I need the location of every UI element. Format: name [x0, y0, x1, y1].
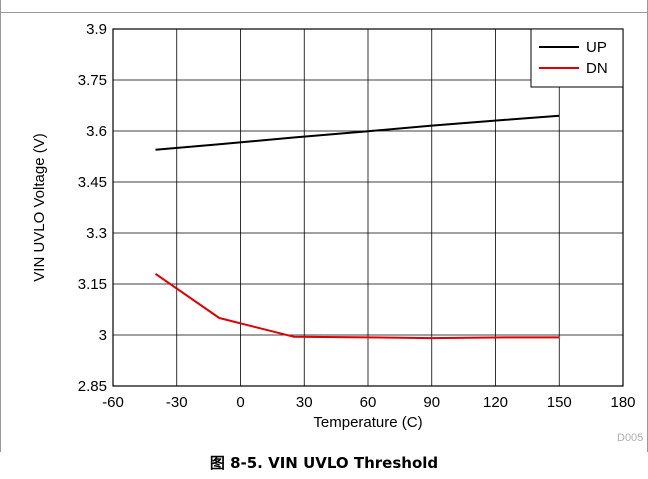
- legend-label-up: UP: [586, 39, 607, 56]
- x-tick-label: 60: [360, 394, 377, 411]
- x-tick-label: 150: [547, 394, 572, 411]
- y-tick-label: 3.3: [86, 225, 107, 242]
- x-tick-label: 120: [483, 394, 508, 411]
- y-tick-label: 2.85: [78, 378, 107, 395]
- x-tick-label: -30: [166, 394, 188, 411]
- x-tick-label: 0: [236, 394, 244, 411]
- x-tick-label: 90: [423, 394, 440, 411]
- series-line-dn: [154, 272, 560, 340]
- y-axis-title: VIN UVLO Voltage (V): [31, 133, 48, 281]
- x-tick-label: -60: [102, 394, 124, 411]
- x-tick-label: 30: [296, 394, 313, 411]
- y-tick-label: 3: [99, 327, 107, 344]
- x-axis-title: Temperature (C): [313, 414, 422, 431]
- y-tick-label: 3.15: [78, 276, 107, 293]
- uvlo-chart: -60 -30 0 30 60 90 120 150 180 3.9 3.75 3.6 3.45 3.3…: [0, 0, 648, 452]
- y-tick-label: 3.45: [78, 174, 107, 191]
- figure-code: D005: [617, 432, 643, 444]
- x-tick-label: 180: [610, 394, 635, 411]
- legend-label-dn: DN: [586, 60, 608, 77]
- series-lines: [154, 114, 560, 340]
- legend: UP DN: [530, 28, 624, 88]
- y-tick-label: 3.6: [86, 123, 107, 140]
- caption-text: 8-5. VIN UVLO Threshold: [224, 454, 439, 472]
- figure-caption: 图 8-5. VIN UVLO Threshold: [0, 452, 648, 473]
- y-tick-label: 3.9: [86, 21, 107, 38]
- plot-area-border: [112, 28, 624, 387]
- y-tick-label: 3.75: [78, 72, 107, 89]
- series-line-up: [155, 114, 560, 151]
- legend-box: [530, 28, 624, 88]
- caption-prefix: 图: [209, 454, 225, 472]
- y-tick-labels: 3.9 3.75 3.6 3.45 3.3 3.15 3 2.85: [78, 21, 107, 395]
- x-tick-labels: -60 -30 0 30 60 90 120 150 180: [102, 394, 635, 411]
